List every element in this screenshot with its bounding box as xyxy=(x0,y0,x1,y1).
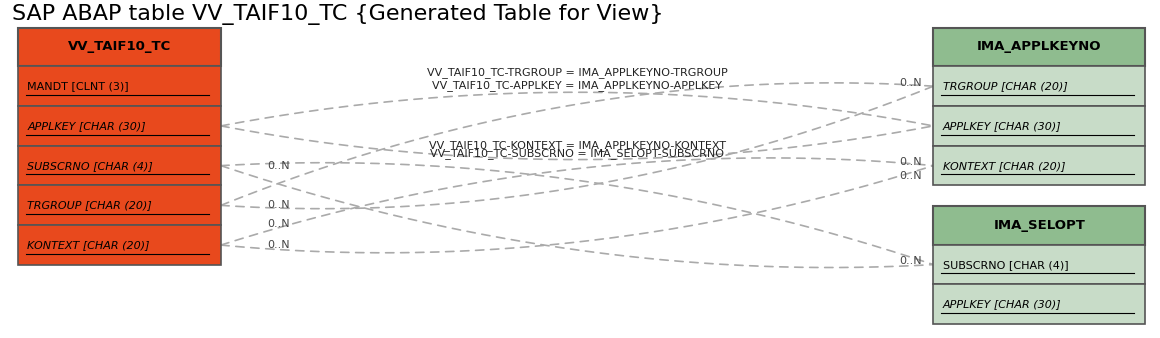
FancyBboxPatch shape xyxy=(19,66,220,106)
Text: IMA_APPLKEYNO: IMA_APPLKEYNO xyxy=(977,41,1102,53)
Text: MANDT [CLNT (3)]: MANDT [CLNT (3)] xyxy=(28,81,129,91)
Text: 0..N: 0..N xyxy=(267,200,290,210)
Text: SAP ABAP table VV_TAIF10_TC {Generated Table for View}: SAP ABAP table VV_TAIF10_TC {Generated T… xyxy=(13,4,664,25)
Text: 0..N: 0..N xyxy=(899,171,922,181)
FancyBboxPatch shape xyxy=(934,206,1145,245)
Text: VV_TAIF10_TC-APPLKEY = IMA_APPLKEYNO-APPLKEY: VV_TAIF10_TC-APPLKEY = IMA_APPLKEYNO-APP… xyxy=(433,80,723,91)
Text: TRGROUP [CHAR (20)]: TRGROUP [CHAR (20)] xyxy=(28,200,152,210)
FancyBboxPatch shape xyxy=(934,245,1145,285)
FancyBboxPatch shape xyxy=(934,106,1145,146)
FancyBboxPatch shape xyxy=(934,285,1145,324)
Text: 0..N: 0..N xyxy=(899,78,922,88)
Text: APPLKEY [CHAR (30)]: APPLKEY [CHAR (30)] xyxy=(28,121,146,131)
Text: TRGROUP [CHAR (20)]: TRGROUP [CHAR (20)] xyxy=(943,81,1067,91)
Text: SUBSCRNO [CHAR (4)]: SUBSCRNO [CHAR (4)] xyxy=(28,161,153,171)
Text: IMA_SELOPT: IMA_SELOPT xyxy=(993,219,1086,232)
Text: 0..N: 0..N xyxy=(267,161,290,171)
FancyBboxPatch shape xyxy=(19,186,220,225)
Text: 0..N: 0..N xyxy=(267,240,290,250)
Text: KONTEXT [CHAR (20)]: KONTEXT [CHAR (20)] xyxy=(943,161,1065,171)
FancyBboxPatch shape xyxy=(19,225,220,265)
Text: 0..N: 0..N xyxy=(899,157,922,167)
Text: APPLKEY [CHAR (30)]: APPLKEY [CHAR (30)] xyxy=(943,299,1061,309)
FancyBboxPatch shape xyxy=(19,28,220,66)
Text: VV_TAIF10_TC-KONTEXT = IMA_APPLKEYNO-KONTEXT: VV_TAIF10_TC-KONTEXT = IMA_APPLKEYNO-KON… xyxy=(428,140,726,151)
Text: KONTEXT [CHAR (20)]: KONTEXT [CHAR (20)] xyxy=(28,240,150,250)
FancyBboxPatch shape xyxy=(19,106,220,146)
Text: 0..N: 0..N xyxy=(267,219,290,229)
Text: APPLKEY [CHAR (30)]: APPLKEY [CHAR (30)] xyxy=(943,121,1061,131)
Text: VV_TAIF10_TC-SUBSCRNO = IMA_SELOPT-SUBSCRNO: VV_TAIF10_TC-SUBSCRNO = IMA_SELOPT-SUBSC… xyxy=(430,148,724,159)
FancyBboxPatch shape xyxy=(19,146,220,186)
FancyBboxPatch shape xyxy=(934,146,1145,186)
FancyBboxPatch shape xyxy=(934,28,1145,66)
Text: 0..N: 0..N xyxy=(899,256,922,266)
Text: SUBSCRNO [CHAR (4)]: SUBSCRNO [CHAR (4)] xyxy=(943,260,1068,270)
FancyBboxPatch shape xyxy=(934,66,1145,106)
Text: VV_TAIF10_TC-TRGROUP = IMA_APPLKEYNO-TRGROUP: VV_TAIF10_TC-TRGROUP = IMA_APPLKEYNO-TRG… xyxy=(427,67,727,77)
Text: VV_TAIF10_TC: VV_TAIF10_TC xyxy=(67,41,171,53)
